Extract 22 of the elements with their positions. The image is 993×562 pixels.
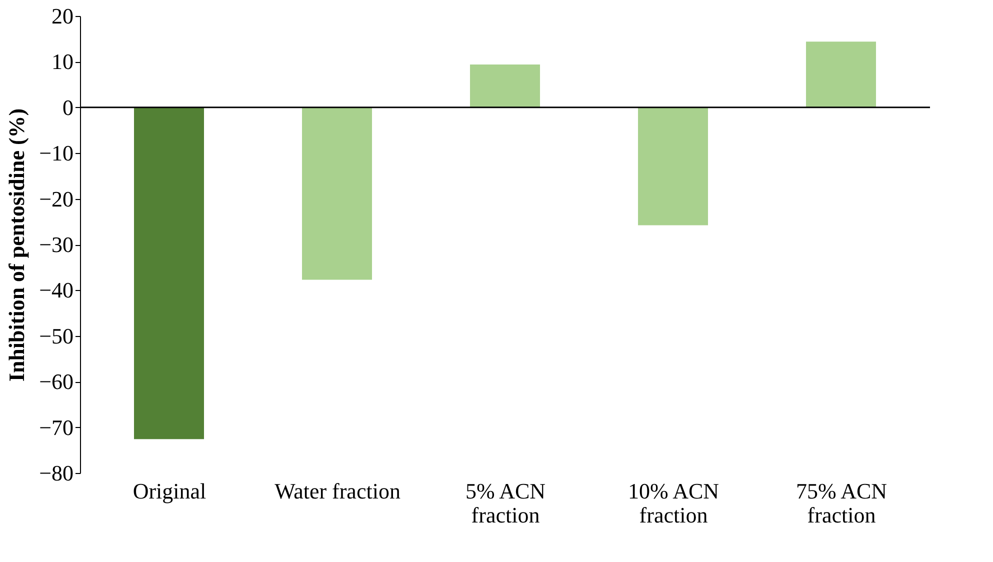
x-tick-label: 10% ACN fraction bbox=[628, 478, 720, 528]
y-tick-label: −80 bbox=[39, 460, 74, 486]
y-tick-label: 20 bbox=[52, 4, 74, 28]
y-tick-label: 0 bbox=[62, 94, 74, 120]
y-tick-label: −20 bbox=[39, 186, 74, 212]
y-axis-title: Inhibition of pentosidine (%) bbox=[4, 108, 30, 382]
y-tick-label: −50 bbox=[39, 323, 74, 348]
y-tick-label: −10 bbox=[39, 140, 74, 166]
x-tick-label: 75% ACN fraction bbox=[796, 478, 888, 528]
bar bbox=[806, 42, 876, 108]
y-tick-label: −60 bbox=[39, 369, 74, 394]
y-tick-label: −70 bbox=[39, 414, 74, 440]
bar bbox=[302, 107, 372, 280]
bar bbox=[638, 107, 708, 226]
y-tick-label: −40 bbox=[39, 278, 74, 303]
bar bbox=[470, 64, 540, 108]
bar bbox=[134, 107, 204, 440]
y-tick-label: −30 bbox=[39, 232, 74, 257]
x-tick-label: Water fraction bbox=[274, 478, 400, 504]
x-tick-label: 5% ACN fraction bbox=[465, 478, 546, 528]
y-tick-label: 10 bbox=[52, 49, 74, 74]
x-tick-label: Original bbox=[132, 478, 206, 504]
